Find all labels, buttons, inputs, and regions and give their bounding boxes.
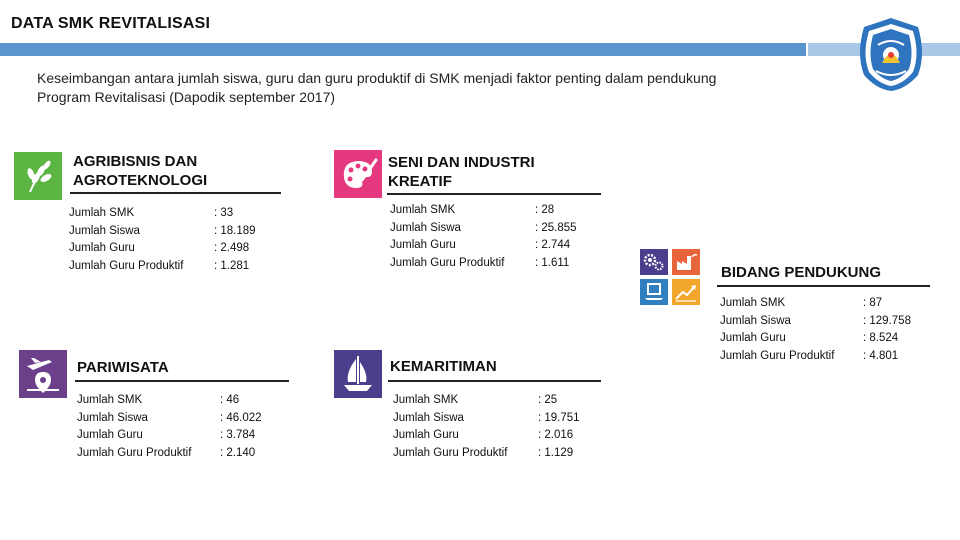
seni-title-line-2: KREATIF: [388, 173, 452, 190]
stat-row: Jumlah Siswa: 25.855: [390, 221, 577, 234]
pendukung-stats: Jumlah SMK: 87 Jumlah Siswa: 129.758 Jum…: [720, 295, 940, 365]
stat-row: Jumlah Guru: 3.784: [77, 429, 256, 441]
stat-row: Jumlah Siswa: 129.758: [720, 314, 911, 327]
kemaritiman-title: KEMARITIMAN: [390, 358, 497, 375]
laptop-icon: [640, 279, 668, 305]
kemaritiman-divider: [388, 380, 601, 382]
stat-row: Jumlah SMK: 33: [69, 207, 234, 219]
kemaritiman-stats: Jumlah SMK: 25 Jumlah Siswa: 19.751 Juml…: [393, 392, 603, 462]
page-title: DATA SMK REVITALISASI: [11, 15, 211, 32]
seni-divider: [387, 193, 601, 195]
stat-row: Jumlah Siswa: 18.189: [69, 224, 256, 237]
stat-row: Jumlah Guru Produktif: 1.281: [69, 259, 250, 272]
stat-row: Jumlah Siswa: 19.751: [393, 411, 580, 424]
stat-row: Jumlah Siswa: 46.022: [77, 411, 262, 424]
stat-row: Jumlah SMK: 25: [393, 394, 558, 406]
intro-line-1: Keseimbangan antara jumlah siswa, guru d…: [37, 70, 717, 86]
pariwisata-stats: Jumlah SMK: 46 Jumlah Siswa: 46.022 Juml…: [77, 392, 287, 462]
seni-title-line-1: SENI DAN INDUSTRI: [388, 154, 535, 171]
pariwisata-divider: [75, 380, 289, 382]
seni-stats: Jumlah SMK: 28 Jumlah Siswa: 25.855 Juml…: [390, 202, 600, 272]
palette-brush-icon: [334, 150, 382, 198]
stat-row: Jumlah Guru Produktif: 1.611: [390, 256, 570, 269]
stat-row: Jumlah SMK: 28: [390, 204, 555, 216]
stat-row: Jumlah Guru: 8.524: [720, 332, 899, 344]
gears-icon: [640, 249, 668, 275]
agri-stats: Jumlah SMK: 33 Jumlah Siswa: 18.189 Juml…: [69, 205, 269, 275]
stat-row: Jumlah SMK: 46: [77, 394, 240, 406]
pendukung-divider: [717, 285, 930, 287]
agri-title-line-2: AGROTEKNOLOGI: [73, 172, 208, 189]
stat-row: Jumlah Guru Produktif: 1.129: [393, 446, 574, 459]
pendukung-icons: [640, 249, 702, 306]
sailboat-icon: [334, 350, 382, 398]
stat-row: Jumlah Guru: 2.498: [69, 242, 250, 254]
pariwisata-title: PARIWISATA: [77, 359, 169, 376]
pendukung-title: BIDANG PENDUKUNG: [721, 264, 882, 281]
header-band: [0, 43, 806, 56]
agri-title: AGRIBISNIS DAN AGROTEKNOLOGI: [73, 152, 207, 190]
agri-divider: [70, 192, 281, 194]
intro-text: Keseimbangan antara jumlah siswa, guru d…: [37, 69, 837, 107]
stat-row: Jumlah Guru Produktif: 2.140: [77, 446, 256, 459]
tut-wuri-handayani-logo: [852, 15, 930, 93]
intro-line-2: Program Revitalisasi (Dapodik september …: [37, 89, 336, 105]
chart-up-icon: [672, 279, 700, 305]
stat-row: Jumlah Guru: 2.744: [390, 239, 571, 251]
factory-icon: [672, 249, 700, 275]
agri-title-line-1: AGRIBISNIS DAN: [73, 153, 198, 170]
seni-title: SENI DAN INDUSTRI KREATIF: [388, 153, 535, 191]
stat-row: Jumlah SMK: 87: [720, 297, 883, 309]
wheat-icon: [14, 152, 62, 200]
stat-row: Jumlah Guru Produktif: 4.801: [720, 349, 899, 362]
plane-location-icon: [19, 350, 67, 398]
stat-row: Jumlah Guru: 2.016: [393, 429, 574, 441]
